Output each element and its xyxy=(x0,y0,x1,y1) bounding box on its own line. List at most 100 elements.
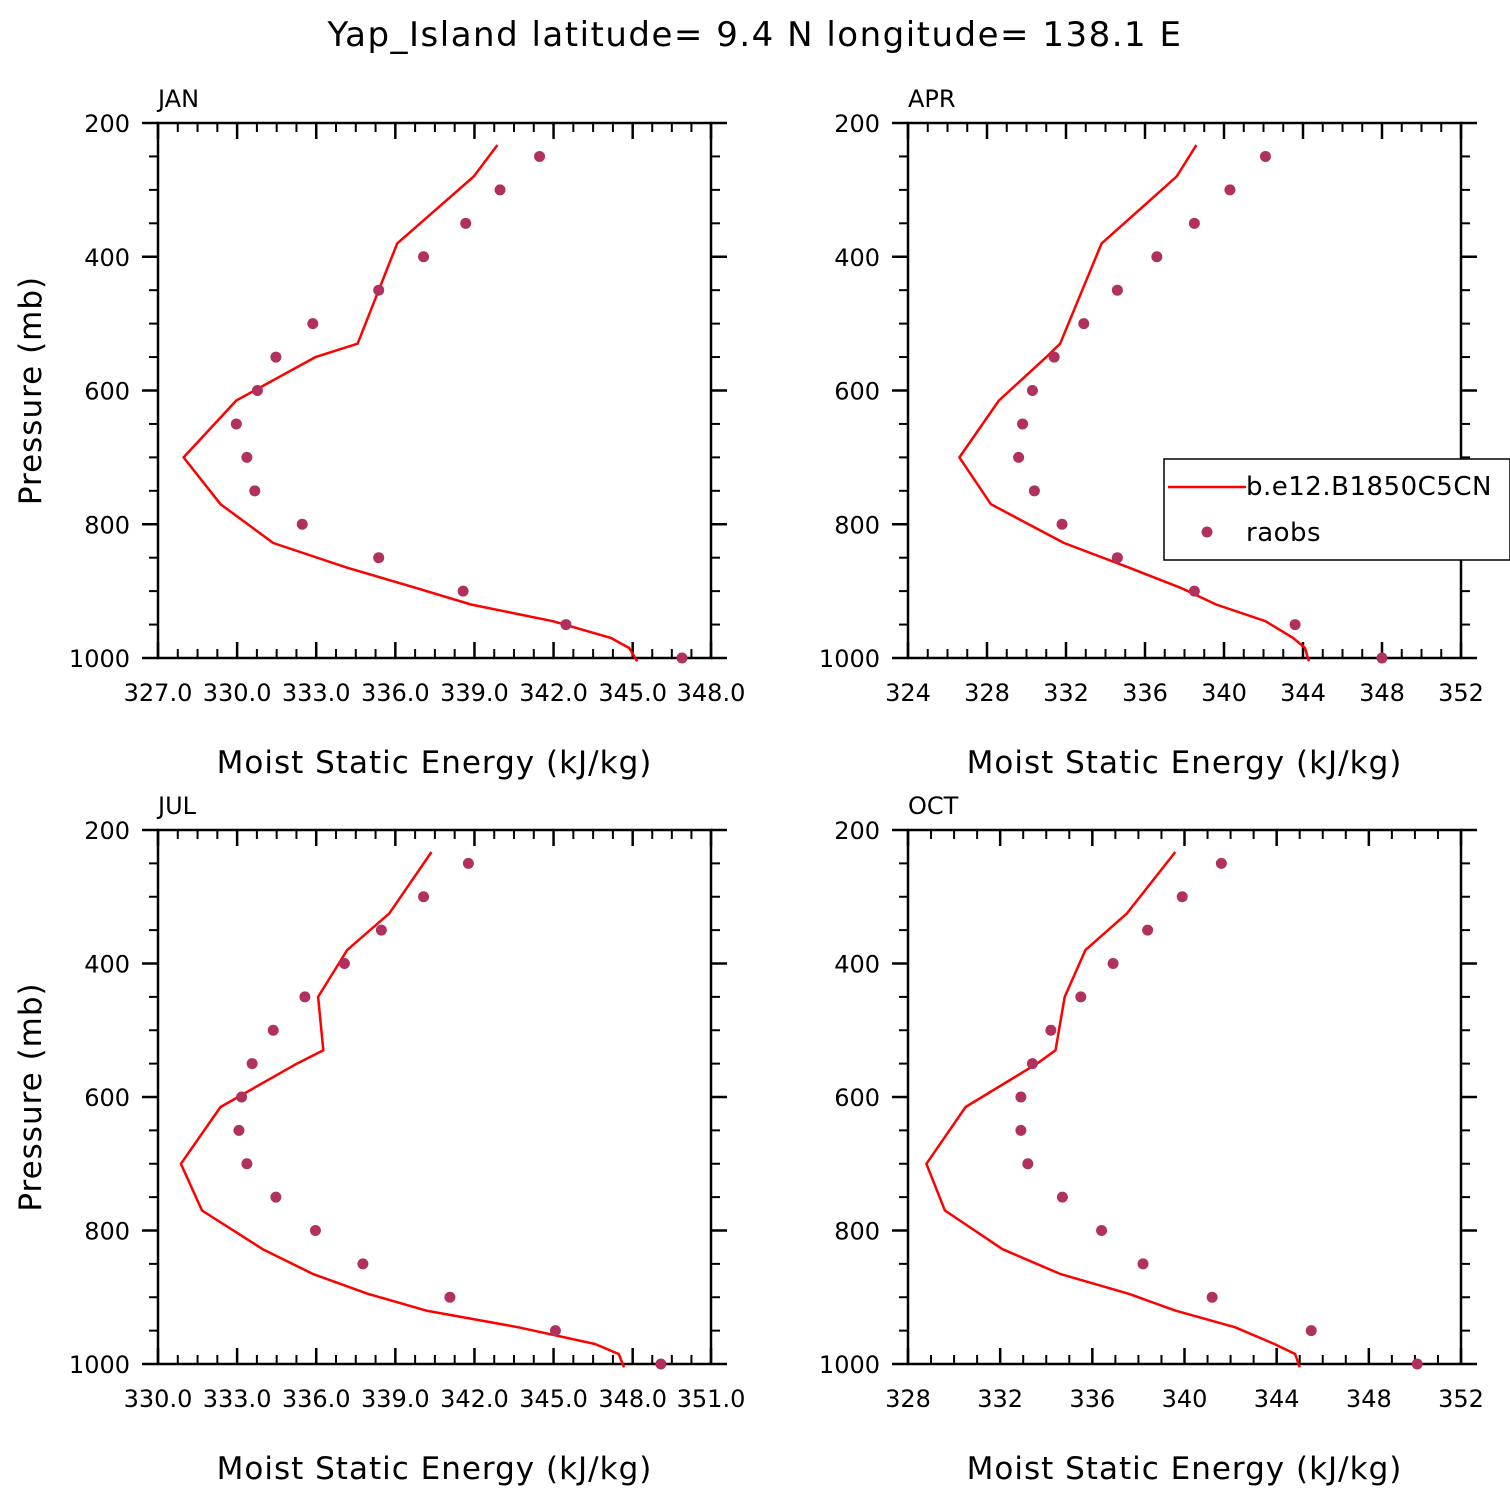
x-tick-label: 339.0 xyxy=(361,1385,430,1413)
raobs-point xyxy=(460,217,472,229)
y-tick-label: 1000 xyxy=(819,1351,880,1379)
raobs-point xyxy=(1142,924,1154,936)
raobs-point xyxy=(1411,1358,1423,1370)
x-tick-label: 336.0 xyxy=(361,679,430,707)
raobs-point xyxy=(246,1058,258,1070)
raobs-point xyxy=(1376,652,1388,664)
raobs-point xyxy=(230,418,242,430)
y-tick-label: 800 xyxy=(834,1218,880,1246)
y-tick-label: 400 xyxy=(834,244,880,272)
raobs-point xyxy=(307,318,319,330)
x-tick-label: 344 xyxy=(1254,1385,1300,1413)
x-tick-label: 333.0 xyxy=(203,1385,272,1413)
y-axis-label: Pressure (mb) xyxy=(13,276,49,505)
raobs-point xyxy=(270,351,282,363)
x-tick-label: 351.0 xyxy=(677,1385,746,1413)
panel-title: OCT xyxy=(908,792,959,820)
y-tick-label: 200 xyxy=(84,817,130,845)
x-tick-label: 332 xyxy=(977,1385,1023,1413)
x-tick-label: 328 xyxy=(885,1385,931,1413)
figure-title: Yap_Island latitude= 9.4 N longitude= 13… xyxy=(327,15,1183,55)
x-axis-label: Moist Static Energy (kJ/kg) xyxy=(217,1451,653,1487)
raobs-point xyxy=(1289,619,1301,631)
raobs-point xyxy=(1026,1058,1038,1070)
model-line-series xyxy=(925,851,1301,1368)
y-tick-label: 200 xyxy=(84,110,130,138)
x-tick-label: 348.0 xyxy=(677,679,746,707)
x-tick-label: 327.0 xyxy=(124,679,193,707)
raobs-point xyxy=(1188,217,1200,229)
panels: JAN 327.0 330.0 333.0 336.0 339.0 342.0 345.0 34… xyxy=(13,85,1484,1487)
raobs-point xyxy=(418,251,430,263)
y-tick-label: 400 xyxy=(834,951,880,979)
x-axis-label: Moist Static Energy (kJ/kg) xyxy=(967,1451,1403,1487)
y-tick-label: 800 xyxy=(84,511,130,539)
model-line-series xyxy=(179,851,626,1368)
raobs-point xyxy=(1107,958,1119,969)
plot-frame xyxy=(906,121,1463,660)
raobs-point xyxy=(534,150,546,162)
x-tick-label: 352 xyxy=(1438,679,1484,707)
panel-jul: JUL 330.0 333.0 336.0 339.0 342.0 345.0 348.0 35… xyxy=(13,792,745,1487)
raobs-point xyxy=(1176,891,1188,903)
x-tick-label: 342.0 xyxy=(440,1385,509,1413)
raobs-point xyxy=(462,857,474,869)
raobs-point xyxy=(1305,1325,1317,1337)
raobs-point xyxy=(270,1191,282,1203)
raobs-point xyxy=(1015,1091,1027,1103)
panel-title: JAN xyxy=(156,85,199,113)
x-tick-label: 344 xyxy=(1280,679,1326,707)
raobs-point xyxy=(1026,385,1038,396)
raobs-point xyxy=(299,991,311,1003)
raobs-point xyxy=(1206,1291,1218,1303)
x-axis-label: Moist Static Energy (kJ/kg) xyxy=(967,745,1403,781)
raobs-point xyxy=(494,184,506,196)
raobs-point xyxy=(1075,991,1087,1003)
raobs-point xyxy=(1111,552,1123,564)
raobs-point xyxy=(1137,1258,1149,1270)
y-axis-label: Pressure (mb) xyxy=(13,982,49,1211)
raobs-point xyxy=(373,552,385,564)
x-tick-label: 348 xyxy=(1359,679,1405,707)
raobs-point xyxy=(1188,585,1200,597)
raobs-point xyxy=(549,1325,561,1337)
raobs-point xyxy=(241,451,253,463)
raobs-point xyxy=(1151,251,1163,263)
x-tick-label: 340 xyxy=(1201,679,1247,707)
raobs-point xyxy=(249,485,261,497)
x-tick-label: 333.0 xyxy=(282,679,351,707)
x-tick-label: 348 xyxy=(1346,1385,1392,1413)
x-tick-label: 342.0 xyxy=(519,679,588,707)
raobs-point xyxy=(418,891,430,903)
x-tick-label: 336.0 xyxy=(282,1385,351,1413)
y-tick-label: 200 xyxy=(834,817,880,845)
raobs-point xyxy=(1017,418,1029,430)
raobs-point xyxy=(1056,1191,1068,1203)
x-tick-label: 324 xyxy=(885,679,931,707)
x-tick-label: 336 xyxy=(1122,679,1168,707)
plot-frame xyxy=(906,828,1463,1366)
raobs-point xyxy=(1048,351,1060,363)
raobs-point xyxy=(233,1124,245,1136)
legend-marker-swatch xyxy=(1201,526,1213,538)
raobs-point xyxy=(1215,857,1227,869)
y-tick-label: 1000 xyxy=(69,1351,130,1379)
raobs-point xyxy=(444,1291,456,1303)
raobs-point xyxy=(241,1158,253,1170)
x-tick-label: 345.0 xyxy=(598,679,667,707)
panel-title: APR xyxy=(908,85,956,113)
x-tick-label: 352 xyxy=(1438,1385,1484,1413)
raobs-point xyxy=(236,1091,248,1103)
panel-apr: APR 324 328 332 336 340 344 348 352 200 400 600 800 1… xyxy=(819,85,1484,781)
raobs-point xyxy=(1045,1024,1057,1036)
y-tick-label: 200 xyxy=(834,110,880,138)
x-tick-label: 328 xyxy=(964,679,1010,707)
x-tick-label: 345.0 xyxy=(519,1385,588,1413)
model-line-series xyxy=(958,144,1311,662)
y-tick-label: 1000 xyxy=(819,645,880,673)
raobs-point xyxy=(309,1225,321,1236)
raobs-point xyxy=(338,958,350,969)
x-tick-label: 339.0 xyxy=(440,679,509,707)
raobs-point xyxy=(1096,1225,1108,1236)
